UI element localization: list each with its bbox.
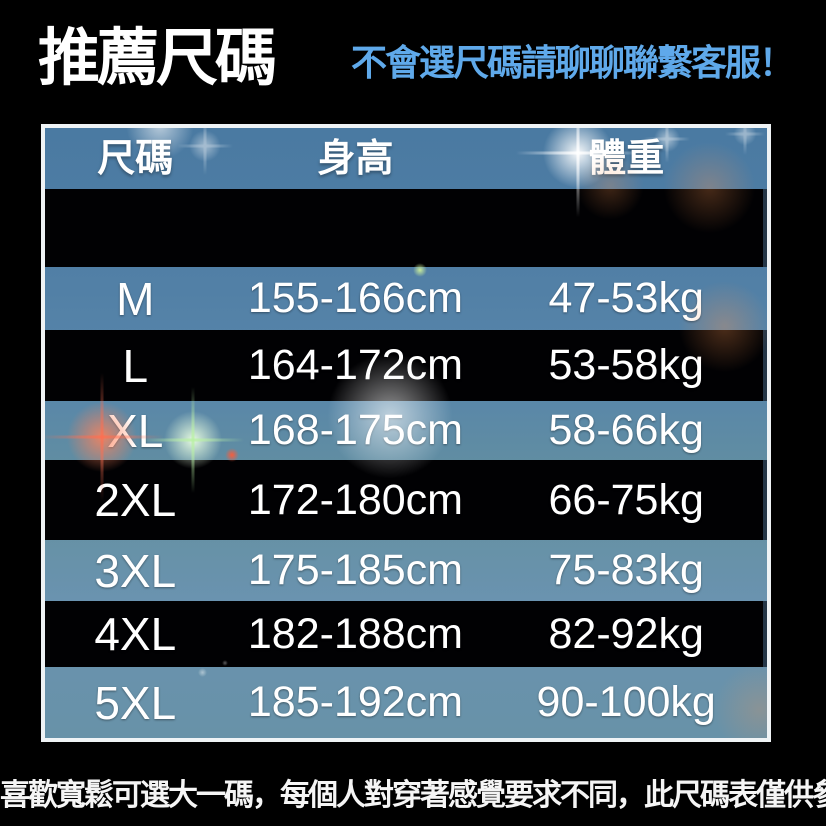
size-cell: 4XL (94, 608, 177, 660)
size-cell: XL (107, 404, 164, 457)
weight-cell: 90-100kg (536, 678, 716, 726)
weight-cell: 82-92kg (548, 609, 704, 658)
height-cell: 185-192cm (247, 678, 464, 726)
table-row-blank (45, 189, 767, 267)
height-cell: 182-188cm (247, 609, 464, 658)
height-cell: 155-166cm (247, 274, 464, 322)
table-row: L 164-172cm 53-58kg (45, 330, 767, 401)
weight-cell: 75-83kg (548, 546, 704, 594)
size-cell: 3XL (94, 544, 177, 597)
table-row: 2XL 172-180cm 66-75kg (45, 460, 767, 540)
table-row: XL 168-175cm 58-66kg (45, 401, 767, 460)
weight-cell: 53-58kg (548, 341, 704, 389)
size-cell: M (116, 272, 155, 325)
footer-disclaimer: 喜歡寬鬆可選大一碼，每個人對穿著感覺要求不同，此尺碼表僅供參考！ (0, 779, 826, 812)
column-header-weight: 體重 (588, 137, 665, 180)
height-cell: 168-175cm (247, 406, 464, 454)
size-cell: 5XL (94, 676, 177, 729)
column-header-size: 尺碼 (97, 137, 174, 180)
size-table: 尺碼 身高 體重 M 155-166cm 47-53kg L 164-172cm… (41, 124, 771, 742)
page-title: 推薦尺碼 (38, 24, 277, 93)
table-row: 3XL 175-185cm 75-83kg (45, 540, 767, 601)
weight-cell: 66-75kg (548, 475, 704, 524)
height-cell: 164-172cm (247, 341, 464, 389)
contact-service-note: 不會選尺碼請聊聊聯繫客服！ (351, 42, 795, 83)
weight-cell: 58-66kg (548, 406, 704, 454)
weight-cell: 47-53kg (548, 274, 704, 322)
height-cell: 175-185cm (247, 546, 464, 594)
table-header-row: 尺碼 身高 體重 (45, 128, 767, 189)
table-row: 4XL 182-188cm 82-92kg (45, 601, 767, 667)
size-cell: L (122, 339, 149, 392)
table-row: M 155-166cm 47-53kg (45, 267, 767, 330)
column-header-height: 身高 (317, 137, 394, 180)
height-cell: 172-180cm (247, 475, 464, 524)
size-cell: 2XL (94, 474, 177, 526)
table-row: 5XL 185-192cm 90-100kg (45, 667, 767, 738)
